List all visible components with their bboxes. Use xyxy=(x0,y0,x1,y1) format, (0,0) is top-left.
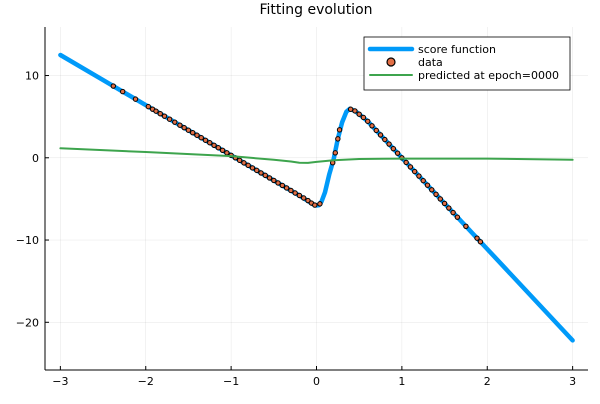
data-point xyxy=(166,116,173,122)
data-point xyxy=(219,147,226,153)
data-point xyxy=(454,214,461,220)
data-point xyxy=(279,182,286,189)
data-point xyxy=(416,173,422,179)
data-point xyxy=(332,150,338,156)
data-point xyxy=(181,124,187,131)
series-layer xyxy=(58,52,575,343)
x-tick-label: 2 xyxy=(484,375,491,388)
data-point xyxy=(194,132,200,138)
data-point xyxy=(446,205,452,211)
legend-label: data xyxy=(418,56,443,69)
y-tick-label: −10 xyxy=(16,234,39,247)
data-point xyxy=(296,192,303,199)
data-point xyxy=(283,185,290,191)
data-point xyxy=(245,162,251,169)
data-point xyxy=(335,136,341,142)
data-point xyxy=(382,136,388,143)
data-point xyxy=(110,83,117,89)
data-point xyxy=(420,177,426,184)
data-point xyxy=(429,187,435,193)
series-line-2 xyxy=(59,147,574,164)
data-point xyxy=(424,182,431,188)
data-point xyxy=(202,137,209,143)
data-point xyxy=(407,164,414,170)
x-tick-label: −2 xyxy=(138,375,154,388)
data-point xyxy=(190,129,196,136)
data-point xyxy=(373,127,379,134)
data-point xyxy=(433,191,439,198)
data-point xyxy=(365,118,371,124)
data-point xyxy=(474,235,480,241)
data-point xyxy=(145,103,152,110)
data-point xyxy=(369,123,375,129)
x-tick-label: −1 xyxy=(223,375,239,388)
data-point xyxy=(336,127,343,133)
data-point xyxy=(441,200,448,207)
data-point xyxy=(437,196,443,202)
data-point xyxy=(477,239,484,245)
data-point xyxy=(207,140,213,146)
data-point xyxy=(312,202,318,208)
y-tick-label: 0 xyxy=(32,152,39,165)
data-point xyxy=(172,119,178,125)
data-point xyxy=(177,122,183,128)
legend-box xyxy=(363,36,571,91)
data-point xyxy=(236,157,243,164)
data-point xyxy=(119,88,126,95)
chart-title: Fitting evolution xyxy=(259,2,372,18)
data-point xyxy=(288,187,294,194)
data-point xyxy=(153,108,159,114)
data-point xyxy=(185,127,192,133)
data-point xyxy=(215,145,222,151)
data-point xyxy=(347,106,354,112)
legend-label: score function xyxy=(418,43,496,56)
data-point xyxy=(241,160,247,166)
data-point xyxy=(249,165,256,171)
data-point xyxy=(254,167,260,174)
data-point xyxy=(262,172,268,179)
legend-swatch-marker xyxy=(386,57,396,67)
data-point xyxy=(386,141,392,147)
data-point xyxy=(266,175,273,181)
data-point xyxy=(157,110,163,117)
data-point xyxy=(300,195,307,201)
data-point xyxy=(390,145,397,152)
data-point xyxy=(377,132,384,138)
data-point xyxy=(450,209,456,216)
data-point xyxy=(292,190,298,196)
legend-label: predicted at epoch=0000 xyxy=(418,69,559,82)
data-point xyxy=(394,150,401,156)
data-point xyxy=(258,170,264,176)
data-point xyxy=(224,150,230,156)
data-point xyxy=(352,108,358,114)
data-point xyxy=(356,111,362,117)
data-point xyxy=(403,159,409,166)
data-point xyxy=(211,142,217,148)
y-tick-label: 10 xyxy=(25,70,39,83)
data-point xyxy=(411,168,418,175)
data-point xyxy=(161,113,168,119)
data-point xyxy=(317,201,323,207)
x-tick-label: 1 xyxy=(398,375,405,388)
data-point xyxy=(463,223,469,230)
x-tick-label: 3 xyxy=(569,375,576,388)
data-point xyxy=(360,114,367,121)
x-tick-label: −3 xyxy=(52,375,68,388)
x-tick-label: 0 xyxy=(313,375,320,388)
data-point xyxy=(198,135,204,141)
data-point xyxy=(275,180,281,186)
data-point xyxy=(132,96,139,102)
data-point xyxy=(271,177,277,184)
y-tick-label: −20 xyxy=(16,316,39,329)
